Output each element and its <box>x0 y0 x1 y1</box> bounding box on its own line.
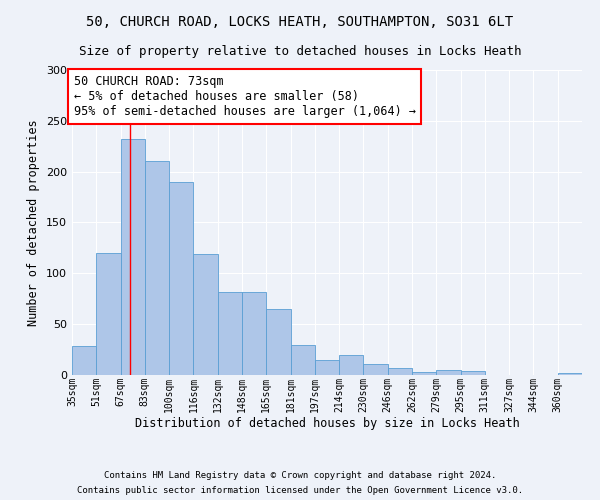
Text: Contains HM Land Registry data © Crown copyright and database right 2024.: Contains HM Land Registry data © Crown c… <box>104 471 496 480</box>
Bar <box>193 254 218 375</box>
Bar <box>96 253 121 375</box>
Text: Size of property relative to detached houses in Locks Heath: Size of property relative to detached ho… <box>79 45 521 58</box>
Bar <box>218 292 242 375</box>
Bar <box>436 370 461 375</box>
Bar <box>412 372 436 375</box>
Bar <box>315 360 339 375</box>
Bar <box>461 371 485 375</box>
Bar <box>72 346 96 375</box>
Text: Contains public sector information licensed under the Open Government Licence v3: Contains public sector information licen… <box>77 486 523 495</box>
Bar <box>364 364 388 375</box>
Bar <box>169 182 193 375</box>
Text: 50 CHURCH ROAD: 73sqm
← 5% of detached houses are smaller (58)
95% of semi-detac: 50 CHURCH ROAD: 73sqm ← 5% of detached h… <box>74 75 416 118</box>
Text: 50, CHURCH ROAD, LOCKS HEATH, SOUTHAMPTON, SO31 6LT: 50, CHURCH ROAD, LOCKS HEATH, SOUTHAMPTO… <box>86 15 514 29</box>
Bar <box>388 368 412 375</box>
Bar <box>290 344 315 375</box>
Bar <box>339 354 364 375</box>
Bar <box>266 309 290 375</box>
Bar <box>242 292 266 375</box>
Bar <box>121 139 145 375</box>
Bar <box>145 162 169 375</box>
Y-axis label: Number of detached properties: Number of detached properties <box>28 119 40 326</box>
Bar <box>558 373 582 375</box>
X-axis label: Distribution of detached houses by size in Locks Heath: Distribution of detached houses by size … <box>134 417 520 430</box>
